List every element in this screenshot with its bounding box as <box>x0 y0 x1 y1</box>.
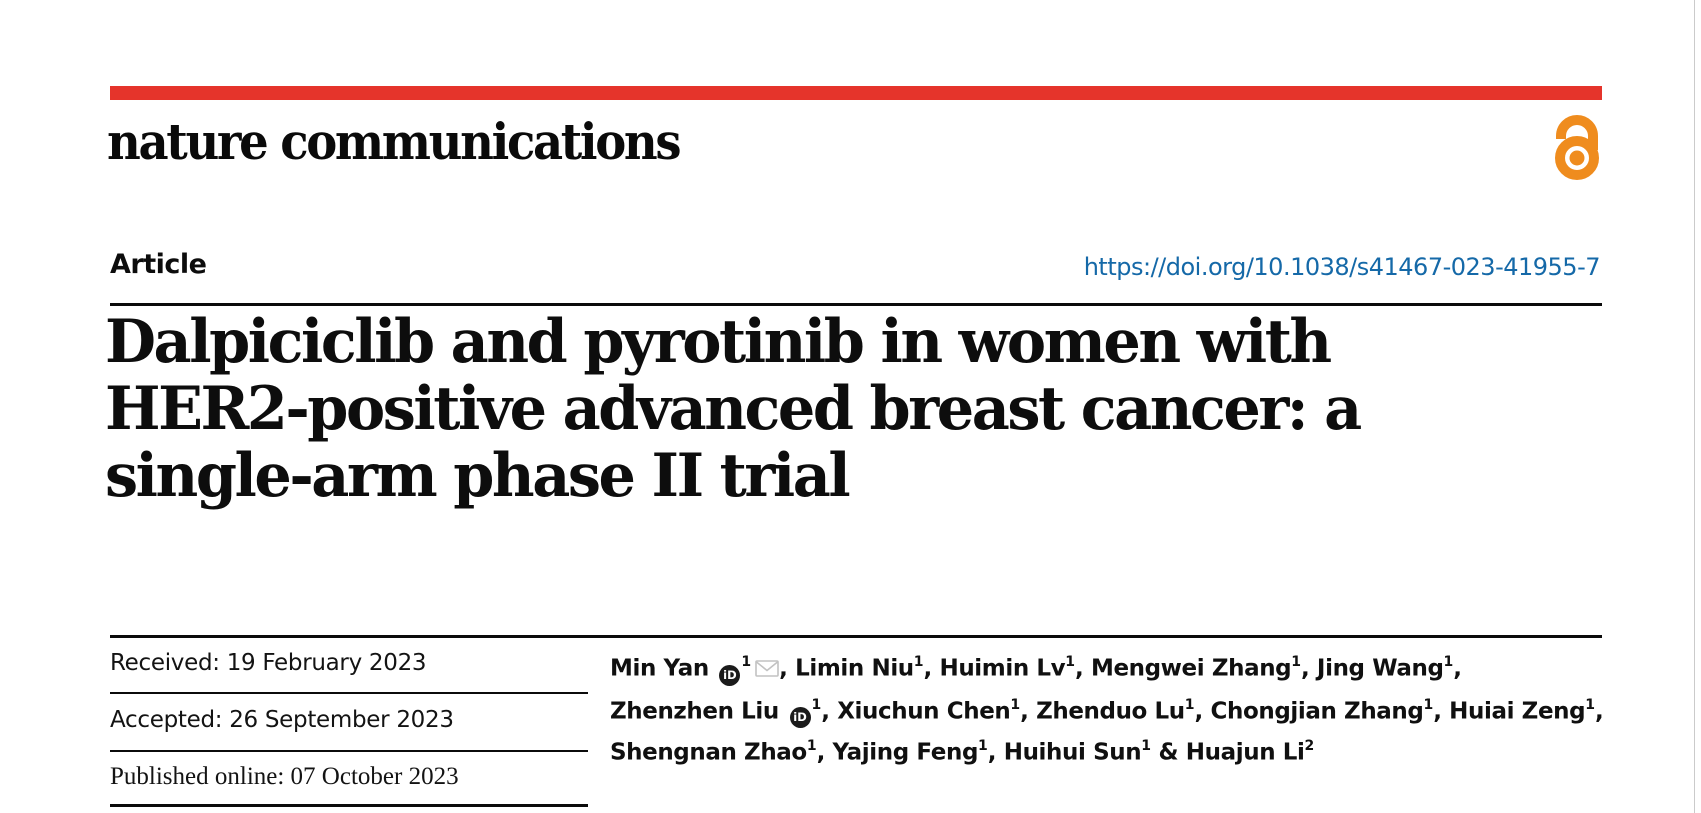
affiliation-superscript: 1 <box>1423 696 1434 713</box>
author-name-text: , <box>1453 655 1462 682</box>
author-name-text: , Zhenduo Lu <box>1020 698 1185 725</box>
dates-divider-2 <box>110 750 588 752</box>
dates-divider-3 <box>110 804 588 807</box>
author-name-text: Min Yan <box>610 655 717 682</box>
author-line: Shengnan Zhao1, Yajing Feng1, Huihui Sun… <box>610 729 1620 771</box>
author-name-text: , Yajing Feng <box>816 739 979 766</box>
paper-title: Dalpiciclib and pyrotinib in women with … <box>105 307 1362 511</box>
affiliation-superscript: 1 <box>978 738 988 755</box>
article-type-label: Article <box>110 249 207 280</box>
header-divider <box>110 303 1602 306</box>
affiliation-superscript: 1 <box>1184 696 1195 713</box>
author-name-text: , Jing Wang <box>1300 655 1444 682</box>
affiliation-superscript: 1 <box>811 696 822 713</box>
journal-brand-bar <box>110 86 1602 100</box>
author-name-text: , Huimin Lv <box>923 655 1066 682</box>
orcid-icon[interactable]: iD <box>719 664 741 686</box>
dates-divider-1 <box>110 692 588 694</box>
dates-top-divider <box>110 635 1602 638</box>
affiliation-superscript: 1 <box>1141 738 1151 755</box>
affiliation-superscript: 1 <box>1443 654 1454 670</box>
affiliation-superscript: 1 <box>1010 696 1021 713</box>
author-list: Min Yan iD1, Limin Niu1, Huimin Lv1, Men… <box>610 645 1620 771</box>
author-name-text: Zhenzhen Liu <box>610 698 787 725</box>
author-name-text: , Limin Niu <box>779 655 914 682</box>
affiliation-superscript: 1 <box>913 654 924 670</box>
affiliation-superscript: 1 <box>741 654 752 670</box>
affiliation-superscript: 1 <box>1291 654 1301 670</box>
doi-link[interactable]: https://doi.org/10.1038/s41467-023-41955… <box>1083 253 1601 281</box>
affiliation-superscript: 1 <box>806 738 817 755</box>
orcid-icon[interactable]: iD <box>789 707 811 729</box>
author-name-text: , <box>1594 698 1604 725</box>
accepted-date: Accepted: 26 September 2023 <box>110 707 454 733</box>
author-name-text: , Chongjian Zhang <box>1194 698 1424 725</box>
email-icon[interactable] <box>755 652 779 688</box>
author-line: Min Yan iD1, Limin Niu1, Huimin Lv1, Men… <box>610 645 1620 688</box>
author-name-text: , Mengwei Zhang <box>1075 655 1292 682</box>
author-name-text: , Huiai Zeng <box>1433 698 1586 725</box>
affiliation-superscript: 1 <box>1065 654 1076 670</box>
author-name-text: Shengnan Zhao <box>610 739 807 766</box>
page-right-edge <box>1694 0 1695 813</box>
author-name-text: & Huajun Li <box>1150 739 1305 766</box>
journal-logo: nature communications <box>107 112 682 171</box>
affiliation-superscript: 1 <box>1585 696 1595 713</box>
received-date: Received: 19 February 2023 <box>110 650 427 676</box>
author-line: Zhenzhen Liu iD1, Xiuchun Chen1, Zhenduo… <box>610 688 1620 730</box>
affiliation-superscript: 2 <box>1304 738 1315 755</box>
author-name-text: , Xiuchun Chen <box>821 698 1011 725</box>
open-access-icon <box>1551 110 1603 182</box>
author-name-text: , Huihui Sun <box>987 739 1142 766</box>
published-date: Published online: 07 October 2023 <box>110 763 459 790</box>
